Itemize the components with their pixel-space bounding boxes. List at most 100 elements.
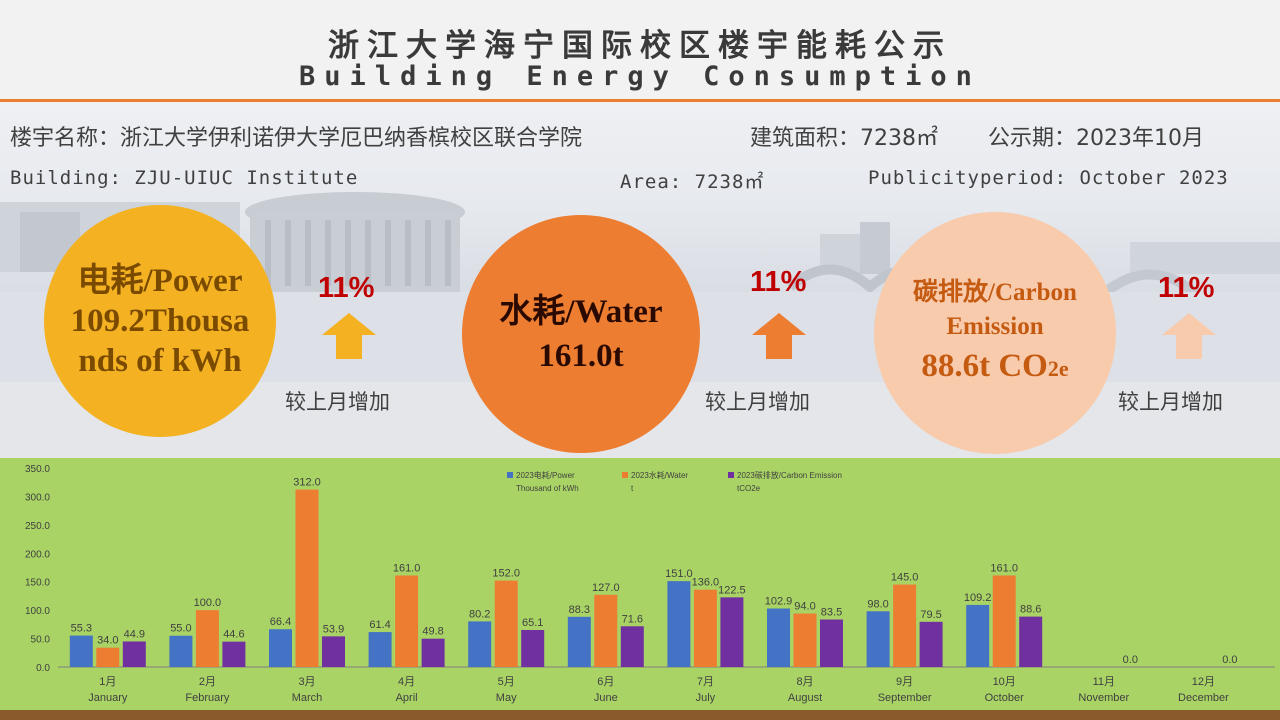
bar-value-label: 49.8 xyxy=(422,626,443,638)
power-compare-text: 较上月增加 xyxy=(285,390,390,414)
header-divider xyxy=(0,99,1280,102)
y-tick-label: 150.0 xyxy=(25,578,50,589)
carbon-metric-label-2: Emission xyxy=(946,312,1044,340)
bar-value-label: 102.9 xyxy=(765,595,793,607)
bar-value-label: 127.0 xyxy=(592,582,620,594)
x-tick-label-en: August xyxy=(788,692,822,704)
building-area-en: Area: 7238㎡ xyxy=(620,171,765,193)
x-tick-label-en: March xyxy=(292,692,323,704)
y-tick-label: 350.0 xyxy=(25,464,50,475)
bar xyxy=(793,613,817,667)
bar-value-label: 161.0 xyxy=(990,562,1018,574)
carbon-change-percent: 11% xyxy=(1158,272,1215,304)
bar-value-label: 98.0 xyxy=(867,598,888,610)
carbon-compare-text: 较上月增加 xyxy=(1118,390,1223,414)
bar-value-label: 94.0 xyxy=(794,601,815,613)
bar-value-label: 83.5 xyxy=(821,607,842,619)
power-metric-circle: 电耗/Power 109.2Thousa nds of kWh xyxy=(44,205,276,437)
bar xyxy=(866,611,890,667)
bar xyxy=(395,575,419,667)
bar xyxy=(720,597,744,667)
power-change-percent: 11% xyxy=(318,272,375,304)
bar xyxy=(521,629,545,667)
bar-value-label: 312.0 xyxy=(293,477,321,489)
bar-value-label: 55.0 xyxy=(170,623,191,635)
legend-label: 2023电耗/Power xyxy=(516,470,575,480)
bar xyxy=(222,641,246,667)
y-tick-label: 300.0 xyxy=(25,492,50,503)
building-area-cn: 建筑面积：7238㎡ xyxy=(750,126,938,151)
water-up-arrow-icon xyxy=(752,313,806,359)
bar xyxy=(966,604,990,667)
page-title-en: Building Energy Consumption xyxy=(299,61,981,92)
bar-value-label: 80.2 xyxy=(469,608,490,620)
bar-value-label: 0.0 xyxy=(1222,654,1237,666)
water-change-percent: 11% xyxy=(750,266,807,298)
bar xyxy=(767,608,790,667)
legend-swatch xyxy=(622,472,628,478)
publicity-period-cn: 公示期：2023年10月 xyxy=(988,126,1204,151)
bar-value-label: 161.0 xyxy=(393,562,421,574)
x-tick-label-cn: 10月 xyxy=(993,676,1016,688)
chart-background xyxy=(0,458,1280,710)
publicity-period-en: Publicityperiod: October 2023 xyxy=(868,167,1229,189)
bar-value-label: 88.3 xyxy=(569,604,590,616)
bar xyxy=(893,584,917,667)
x-tick-label-en: May xyxy=(496,692,517,704)
power-metric-label: 电耗/Power xyxy=(77,263,243,299)
bar xyxy=(122,641,146,667)
bar xyxy=(919,621,943,667)
bar xyxy=(1019,616,1043,667)
page-title-cn: 浙江大学海宁国际校区楼宇能耗公示 xyxy=(328,28,952,64)
bar xyxy=(368,632,392,667)
y-tick-label: 250.0 xyxy=(25,521,50,532)
bar-value-label: 55.3 xyxy=(71,623,92,635)
bar-value-label: 44.9 xyxy=(124,628,145,640)
carbon-up-arrow-icon xyxy=(1162,313,1216,359)
monthly-energy-bar-chart: 0.0 50.0 100.0 150.0 200.0 250.0 300.0 350.0 55.… xyxy=(25,464,1275,704)
bar-value-label: 66.4 xyxy=(270,616,291,628)
bar xyxy=(322,636,345,667)
bar-value-label: 109.2 xyxy=(964,592,992,604)
bar xyxy=(594,594,618,667)
x-tick-label-en: November xyxy=(1078,692,1129,704)
building-name-cn: 楼宇名称：浙江大学伊利诺伊大学厄巴纳香槟校区联合学院 xyxy=(10,126,583,151)
x-tick-label-en: April xyxy=(396,692,418,704)
y-tick-label: 50.0 xyxy=(31,635,51,646)
bar xyxy=(567,616,591,667)
carbon-metric-value-main: 88.6t CO xyxy=(921,347,1048,384)
bar-value-label: 151.0 xyxy=(665,568,693,580)
bar-value-label: 136.0 xyxy=(692,577,720,589)
x-tick-label-cn: 8月 xyxy=(796,676,813,688)
x-tick-label-cn: 2月 xyxy=(199,676,216,688)
power-metric-unit: nds of kWh xyxy=(78,343,242,379)
water-metric-circle: 水耗/Water 161.0t xyxy=(462,215,700,453)
bar-value-label: 71.6 xyxy=(622,613,643,625)
bar xyxy=(295,489,319,667)
water-metric-label: 水耗/Water xyxy=(499,294,663,330)
legend-label-unit: t xyxy=(631,484,634,493)
x-tick-label-cn: 6月 xyxy=(597,676,614,688)
bar xyxy=(667,581,691,667)
bar xyxy=(820,619,843,667)
x-tick-label-en: October xyxy=(985,692,1024,704)
bar-value-label: 53.9 xyxy=(323,623,344,635)
footer-bar xyxy=(0,710,1280,720)
legend-label: 2023碳排放/Carbon Emission xyxy=(737,470,842,480)
bar-value-label: 122.5 xyxy=(718,584,746,596)
bar-value-label: 152.0 xyxy=(492,568,520,580)
carbon-metric-value: 88.6t CO2e xyxy=(921,344,1068,391)
bar-value-label: 34.0 xyxy=(97,635,118,647)
x-tick-label-en: September xyxy=(878,692,932,704)
bar xyxy=(96,647,120,667)
bar xyxy=(69,635,93,667)
header xyxy=(0,0,1280,100)
y-tick-label: 200.0 xyxy=(25,549,50,560)
legend-label: 2023水耗/Water xyxy=(631,470,688,480)
x-tick-label-en: February xyxy=(185,692,230,704)
legend-swatch xyxy=(728,472,734,478)
bar-value-label: 88.6 xyxy=(1020,604,1041,616)
x-tick-label-en: June xyxy=(594,692,618,704)
legend-label-unit: Thousand of kWh xyxy=(516,484,579,493)
x-tick-label-en: January xyxy=(88,692,128,704)
